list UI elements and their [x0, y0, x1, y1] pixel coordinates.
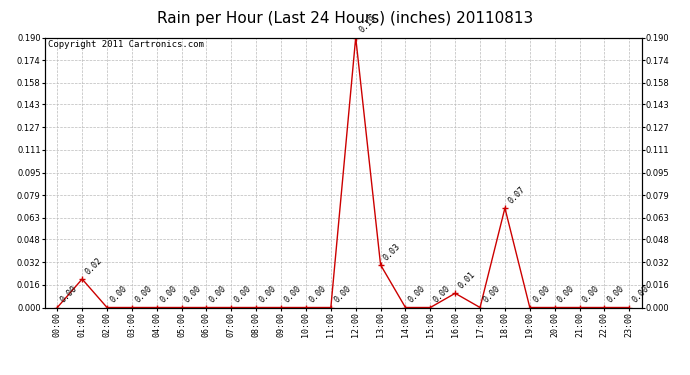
Text: 0.00: 0.00	[606, 284, 627, 305]
Text: 0.00: 0.00	[556, 284, 577, 305]
Text: 0.07: 0.07	[506, 185, 527, 205]
Text: 0.00: 0.00	[482, 284, 502, 305]
Text: 0.00: 0.00	[282, 284, 303, 305]
Text: 0.00: 0.00	[432, 284, 452, 305]
Text: Copyright 2011 Cartronics.com: Copyright 2011 Cartronics.com	[48, 40, 204, 49]
Text: 0.00: 0.00	[581, 284, 602, 305]
Text: 0.00: 0.00	[631, 284, 651, 305]
Text: 0.00: 0.00	[208, 284, 228, 305]
Text: Rain per Hour (Last 24 Hours) (inches) 20110813: Rain per Hour (Last 24 Hours) (inches) 2…	[157, 11, 533, 26]
Text: 0.00: 0.00	[257, 284, 278, 305]
Text: 0.03: 0.03	[382, 242, 402, 262]
Text: 0.02: 0.02	[83, 256, 104, 276]
Text: 0.00: 0.00	[133, 284, 154, 305]
Text: 0.01: 0.01	[457, 270, 477, 291]
Text: 0.00: 0.00	[307, 284, 328, 305]
Text: 0.00: 0.00	[531, 284, 552, 305]
Text: 0.00: 0.00	[407, 284, 427, 305]
Text: 0.00: 0.00	[108, 284, 129, 305]
Text: 0.00: 0.00	[233, 284, 253, 305]
Text: 0.00: 0.00	[183, 284, 204, 305]
Text: 0.00: 0.00	[332, 284, 353, 305]
Text: 0.00: 0.00	[59, 284, 79, 305]
Text: 0.00: 0.00	[158, 284, 179, 305]
Text: 0.19: 0.19	[357, 14, 377, 35]
